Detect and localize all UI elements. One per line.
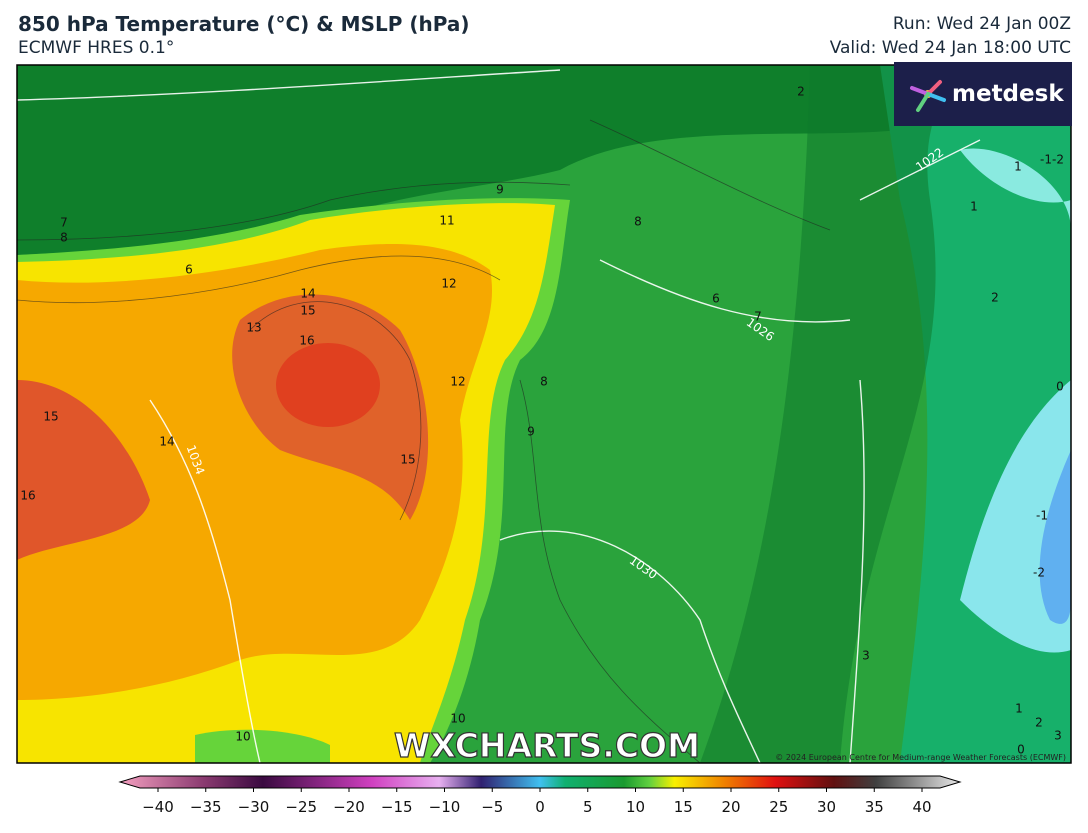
contour-label: 16 <box>299 334 314 348</box>
colorbar-tick-label: −35 <box>190 798 222 816</box>
contour-label: -2 <box>1033 566 1045 580</box>
temperature-field <box>17 65 1071 763</box>
logo-text: metdesk <box>952 81 1064 107</box>
colorbar-tick-label: 0 <box>535 798 545 816</box>
watermark: WXCHARTS.COM <box>394 726 700 765</box>
colorbar-tick-label: 35 <box>865 798 884 816</box>
contour-label: 14 <box>300 287 315 301</box>
colorbar-tick-label: 10 <box>626 798 645 816</box>
colorbar-tick-label: 25 <box>769 798 788 816</box>
contour-label: 15 <box>300 304 315 318</box>
run-time: Run: Wed 24 Jan 00Z <box>892 14 1071 34</box>
contour-label: 12 <box>450 375 465 389</box>
colorbar-tick-label: 30 <box>817 798 836 816</box>
title: 850 hPa Temperature (°C) & MSLP (hPa) <box>18 12 470 36</box>
contour-label: 14 <box>159 435 174 449</box>
colorbar-tick-label: 5 <box>583 798 593 816</box>
subtitle: ECMWF HRES 0.1° <box>18 38 175 58</box>
contour-label: 9 <box>527 425 535 439</box>
contour-label: 2 <box>991 291 999 305</box>
valid-time: Valid: Wed 24 Jan 18:00 UTC <box>829 38 1071 58</box>
contour-label: 11 <box>439 214 454 228</box>
colorbar-tick-label: −25 <box>285 798 317 816</box>
colorbar-tick-label: −5 <box>481 798 503 816</box>
colorbar-tick-label: 20 <box>721 798 740 816</box>
contour-label: 0 <box>1017 743 1025 757</box>
contour-label: 15 <box>43 410 58 424</box>
contour-labels: 2 1 -1-2 1 9 11 8 7 8 6 12 14 15 13 16 6… <box>20 85 1064 757</box>
colorbar-tick-label: −20 <box>333 798 365 816</box>
copyright: © 2024 European Centre for Medium-range … <box>775 753 1066 762</box>
contour-label: 3 <box>862 649 870 663</box>
contour-label: 8 <box>540 375 548 389</box>
contour-label: 7 <box>754 310 762 324</box>
contour-label: 2 <box>797 85 805 99</box>
contour-label: 7 <box>60 216 68 230</box>
colorbar-tick-label: −15 <box>381 798 413 816</box>
contour-label: 6 <box>185 263 193 277</box>
contour-label: 1 <box>1014 160 1022 174</box>
colorbar <box>118 775 962 789</box>
contour-label: 13 <box>246 321 261 335</box>
contour-label: 2 <box>1035 716 1043 730</box>
contour-label: 12 <box>441 277 456 291</box>
contour-label: 1 <box>970 200 978 214</box>
logo-icon <box>910 80 946 112</box>
contour-label: -1 <box>1036 509 1048 523</box>
colorbar-tick-label: 15 <box>674 798 693 816</box>
contour-label: 8 <box>60 231 68 245</box>
contour-label: 0 <box>1056 380 1064 394</box>
contour-label: 1 <box>1015 702 1023 716</box>
contour-label: 15 <box>400 453 415 467</box>
colorbar-tick-label: −10 <box>429 798 461 816</box>
contour-label: 16 <box>20 489 35 503</box>
colorbar-tick-label: 40 <box>912 798 931 816</box>
colorbar-tick-label: −30 <box>238 798 270 816</box>
contour-label: -1-2 <box>1040 153 1064 167</box>
contour-label: 9 <box>496 183 504 197</box>
colorbar-ticks: −40 −35 −30 −25 −20 −15 −10 −5 0 5 10 15 20 25 30 35 40 <box>142 788 932 816</box>
colorbar-tick-label: −40 <box>142 798 174 816</box>
contour-label: 6 <box>712 292 720 306</box>
contour-label: 8 <box>634 215 642 229</box>
contour-label: 10 <box>235 730 250 744</box>
contour-label: 3 <box>1054 729 1062 743</box>
contour-label: 10 <box>450 712 465 726</box>
map-frame <box>16 64 1072 764</box>
